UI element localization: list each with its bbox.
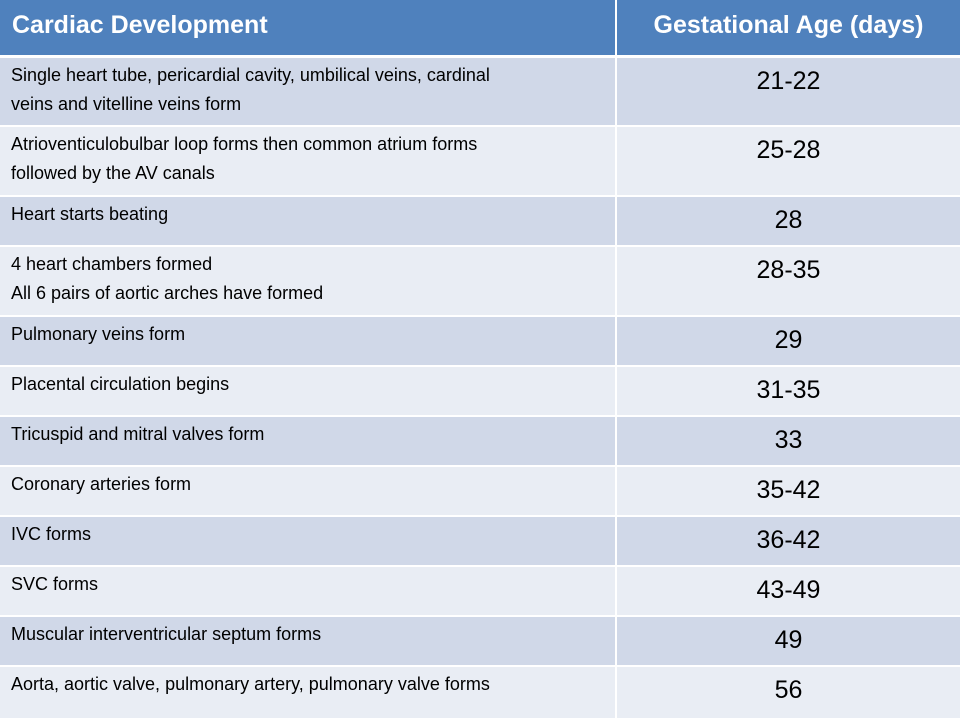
development-cell: Muscular interventricular septum forms [0,615,616,666]
development-cell: Placental circulation begins [0,365,616,416]
gestational-age-cell: 56 [615,665,960,718]
table-row: Placental circulation begins 31-35 [0,365,960,416]
table-row: IVC forms 36-42 [0,515,960,566]
gestational-age-cell: 31-35 [615,365,960,416]
gestational-age-cell: 43-49 [615,565,960,616]
gestational-age-cell: 28-35 [615,245,960,316]
table-row: Muscular interventricular septum forms 4… [0,615,960,666]
gestational-age-cell: 36-42 [615,515,960,566]
header-cardiac-development: Cardiac Development [0,0,616,58]
gestational-age-cell: 21-22 [615,55,960,126]
development-text: Placental circulation begins [11,374,230,394]
development-text: Muscular interventricular septum forms [11,624,322,644]
development-text: Heart starts beating [11,204,169,224]
development-text: followed by the AV canals [11,163,215,183]
gestational-age-cell: 49 [615,615,960,666]
development-cell: Single heart tube, pericardial cavity, u… [0,55,616,126]
development-text: Tricuspid and mitral valves form [11,424,265,444]
development-cell: Aorta, aortic valve, pulmonary artery, p… [0,665,616,718]
table-header-row: Cardiac Development Gestational Age (day… [0,0,960,58]
development-text: Pulmonary veins form [11,324,186,344]
development-cell: Tricuspid and mitral valves form [0,415,616,466]
development-cell: IVC forms [0,515,616,566]
development-cell: Atrioventiculobulbar loop forms then com… [0,125,616,196]
table-row: Heart starts beating 28 [0,195,960,246]
development-cell: 4 heart chambers formed All 6 pairs of ao… [0,245,616,316]
gestational-age-cell: 33 [615,415,960,466]
development-text: Aorta, aortic valve, pulmonary artery, p… [11,674,490,694]
gestational-age-cell: 35-42 [615,465,960,516]
development-cell: SVC forms [0,565,616,616]
development-cell: Coronary arteries form [0,465,616,516]
development-text: All 6 pairs of aortic arches have formed [11,283,324,303]
gestational-age-cell: 25-28 [615,125,960,196]
development-text: veins and vitelline veins form [11,93,242,114]
table-row: SVC forms 43-49 [0,565,960,616]
development-text: Single heart tube, pericardial cavity, u… [11,64,490,85]
table-row: 4 heart chambers formed All 6 pairs of ao… [0,245,960,316]
development-text: Atrioventiculobulbar loop forms then com… [11,134,478,154]
table-row: Tricuspid and mitral valves form 33 [0,415,960,466]
development-cell: Pulmonary veins form [0,315,616,366]
development-text: IVC forms [11,524,92,544]
development-text: Coronary arteries form [11,474,192,494]
gestational-age-cell: 28 [615,195,960,246]
development-text: 4 heart chambers formed [11,254,213,274]
development-text: SVC forms [11,574,99,594]
table-row: Atrioventiculobulbar loop forms then com… [0,125,960,196]
table-row: Coronary arteries form 35-42 [0,465,960,516]
header-gestational-age: Gestational Age (days) [615,0,960,58]
table-row: Aorta, aortic valve, pulmonary artery, p… [0,665,960,718]
table-row: Pulmonary veins form 29 [0,315,960,366]
table-row: Single heart tube, pericardial cavity, u… [0,55,960,126]
development-cell: Heart starts beating [0,195,616,246]
gestational-age-cell: 29 [615,315,960,366]
